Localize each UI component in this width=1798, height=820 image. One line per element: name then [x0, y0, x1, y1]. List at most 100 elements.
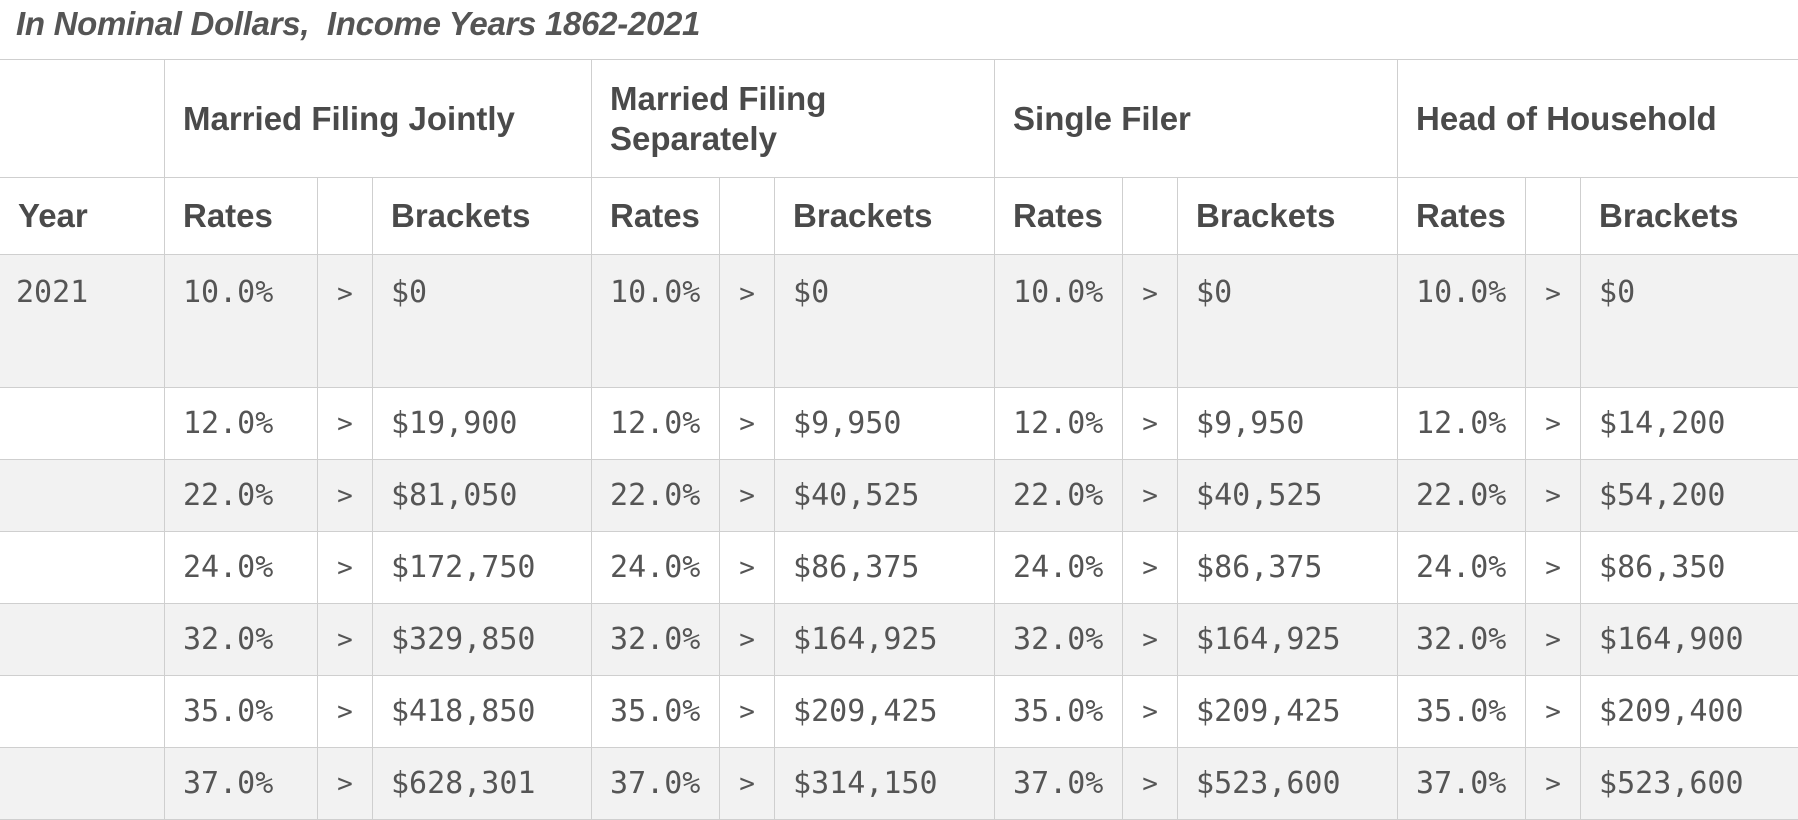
greater-than-cell: > [719, 603, 776, 676]
year-cell [0, 747, 165, 820]
bracket-cell: $164,900 [1580, 603, 1798, 676]
corner-header-cell [0, 59, 165, 178]
comparator-column-header [719, 177, 776, 255]
rate-cell: 24.0% [1397, 531, 1527, 604]
year-cell [0, 459, 165, 532]
bracket-cell: $0 [1580, 254, 1798, 388]
greater-than-cell: > [1122, 459, 1179, 532]
tax-brackets-table: Married Filing Jointly Married Filing Se… [0, 59, 1798, 820]
greater-than-cell: > [719, 387, 776, 460]
bracket-cell: $418,850 [371, 675, 593, 748]
rate-cell: 37.0% [591, 747, 721, 820]
rate-cell: 22.0% [164, 459, 318, 532]
brackets-column-header: Brackets [1177, 177, 1399, 255]
table-body: 2021 10.0% > $0 10.0% > $0 10.0% > $0 10… [0, 254, 1798, 820]
rate-cell: 32.0% [994, 603, 1124, 676]
bracket-cell: $209,425 [1177, 675, 1399, 748]
bracket-cell: $0 [371, 254, 593, 388]
comparator-column-header [317, 177, 373, 255]
comparator-column-header [1122, 177, 1179, 255]
brackets-column-header: Brackets [371, 177, 593, 255]
bracket-cell: $0 [1177, 254, 1399, 388]
rate-cell: 12.0% [164, 387, 318, 460]
bracket-cell: $209,425 [774, 675, 996, 748]
rates-column-header: Rates [591, 177, 721, 255]
greater-than-cell: > [317, 459, 373, 532]
greater-than-cell: > [719, 675, 776, 748]
rate-cell: 12.0% [1397, 387, 1527, 460]
table-row: 35.0% > $418,850 35.0% > $209,425 35.0% … [0, 675, 1798, 748]
bracket-cell: $40,525 [1177, 459, 1399, 532]
bracket-cell: $40,525 [774, 459, 996, 532]
bracket-cell: $523,600 [1580, 747, 1798, 820]
table-row: 22.0% > $81,050 22.0% > $40,525 22.0% > … [0, 459, 1798, 532]
rate-cell: 22.0% [1397, 459, 1527, 532]
bracket-cell: $86,375 [774, 531, 996, 604]
rate-cell: 35.0% [1397, 675, 1527, 748]
rate-cell: 10.0% [1397, 254, 1527, 388]
table-row: 12.0% > $19,900 12.0% > $9,950 12.0% > $… [0, 387, 1798, 460]
bracket-cell: $81,050 [371, 459, 593, 532]
bracket-cell: $54,200 [1580, 459, 1798, 532]
greater-than-cell: > [317, 387, 373, 460]
filing-status-header-row: Married Filing Jointly Married Filing Se… [0, 59, 1798, 178]
rate-cell: 37.0% [994, 747, 1124, 820]
bracket-cell: $0 [774, 254, 996, 388]
rates-column-header: Rates [164, 177, 318, 255]
greater-than-cell: > [1122, 747, 1179, 820]
bracket-cell: $628,301 [371, 747, 593, 820]
greater-than-cell: > [1525, 387, 1582, 460]
group-header-head-of-household: Head of Household [1397, 59, 1798, 178]
rates-column-header: Rates [994, 177, 1124, 255]
rate-cell: 10.0% [591, 254, 721, 388]
greater-than-cell: > [719, 747, 776, 820]
greater-than-cell: > [1525, 459, 1582, 532]
year-cell [0, 603, 165, 676]
group-header-married-jointly: Married Filing Jointly [163, 59, 593, 178]
comparator-column-header [1525, 177, 1582, 255]
bracket-cell: $164,925 [774, 603, 996, 676]
rate-cell: 32.0% [1397, 603, 1527, 676]
rate-cell: 22.0% [994, 459, 1124, 532]
year-cell [0, 675, 165, 748]
bracket-cell: $86,350 [1580, 531, 1798, 604]
bracket-cell: $523,600 [1177, 747, 1399, 820]
greater-than-cell: > [1525, 603, 1582, 676]
bracket-cell: $164,925 [1177, 603, 1399, 676]
greater-than-cell: > [719, 459, 776, 532]
greater-than-cell: > [719, 531, 776, 604]
rate-cell: 35.0% [994, 675, 1124, 748]
greater-than-cell: > [317, 531, 373, 604]
rate-cell: 24.0% [164, 531, 318, 604]
greater-than-cell: > [317, 603, 373, 676]
greater-than-cell: > [1122, 675, 1179, 748]
bracket-cell: $329,850 [371, 603, 593, 676]
greater-than-cell: > [1122, 254, 1179, 388]
rate-cell: 32.0% [164, 603, 318, 676]
greater-than-cell: > [719, 254, 776, 388]
group-header-single-filer: Single Filer [994, 59, 1399, 178]
rate-cell: 35.0% [591, 675, 721, 748]
group-header-married-separately: Married Filing Separately [591, 59, 996, 178]
rate-cell: 24.0% [994, 531, 1124, 604]
year-cell [0, 531, 165, 604]
rate-cell: 37.0% [1397, 747, 1527, 820]
bracket-cell: $9,950 [774, 387, 996, 460]
rates-column-header: Rates [1397, 177, 1527, 255]
table-row: 37.0% > $628,301 37.0% > $314,150 37.0% … [0, 747, 1798, 820]
greater-than-cell: > [317, 675, 373, 748]
rate-cell: 12.0% [994, 387, 1124, 460]
brackets-column-header: Brackets [774, 177, 996, 255]
bracket-cell: $172,750 [371, 531, 593, 604]
table-row: 32.0% > $329,850 32.0% > $164,925 32.0% … [0, 603, 1798, 676]
rate-cell: 10.0% [994, 254, 1124, 388]
bracket-cell: $314,150 [774, 747, 996, 820]
rate-cell: 22.0% [591, 459, 721, 532]
greater-than-cell: > [1525, 254, 1582, 388]
year-cell [0, 387, 165, 460]
greater-than-cell: > [1122, 603, 1179, 676]
bracket-cell: $209,400 [1580, 675, 1798, 748]
table-row: 24.0% > $172,750 24.0% > $86,375 24.0% >… [0, 531, 1798, 604]
rate-cell: 35.0% [164, 675, 318, 748]
greater-than-cell: > [1122, 387, 1179, 460]
